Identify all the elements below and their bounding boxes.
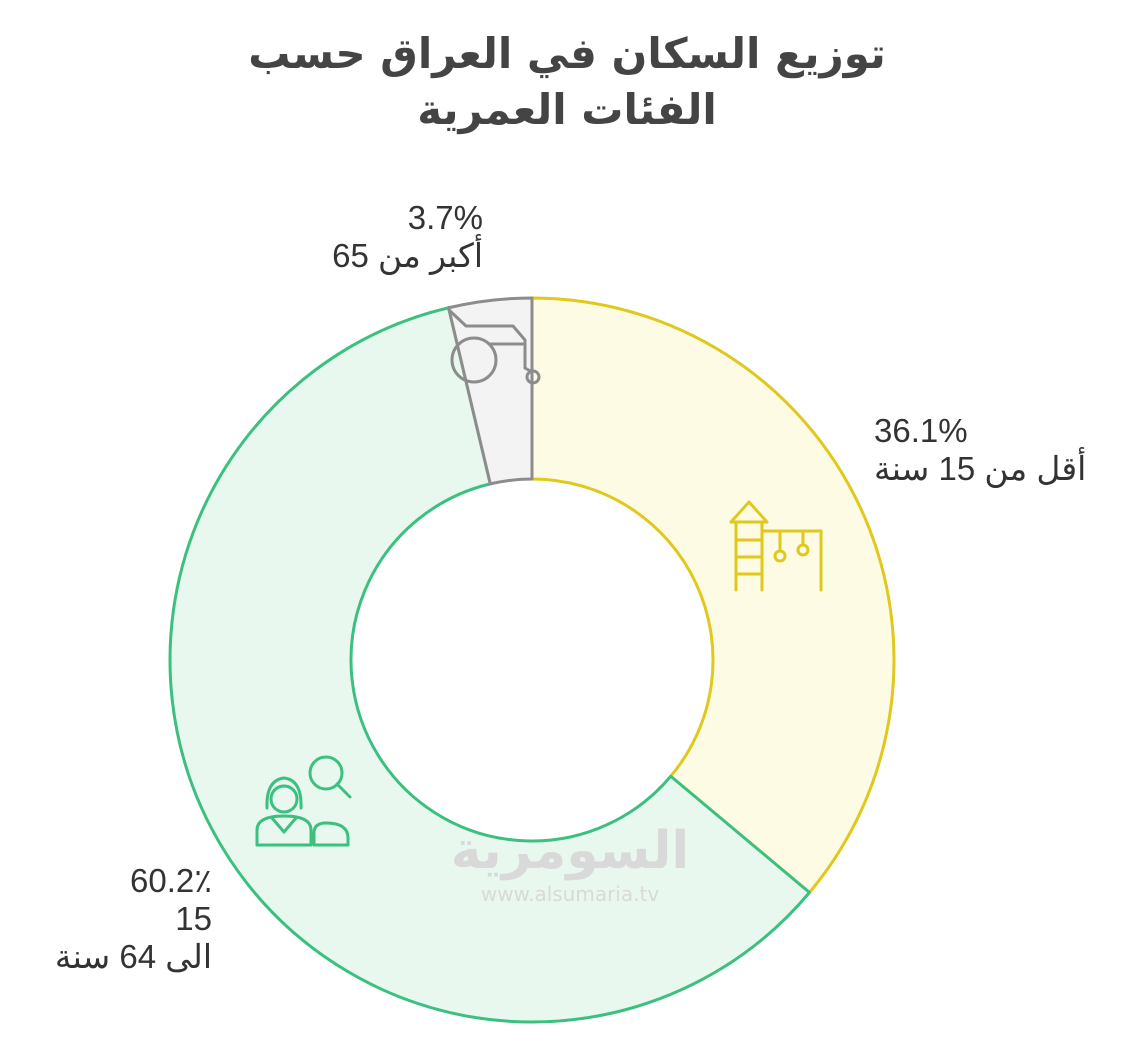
- pct-65-plus: 3.7%: [407, 199, 483, 236]
- watermark-url: www.alsumaria.tv: [480, 882, 660, 906]
- watermark-logo: السومرية: [450, 821, 690, 881]
- category-15-64-line1: 15: [175, 900, 212, 937]
- label-65-plus: 3.7% أكبر من 65: [332, 199, 483, 275]
- people-icon: [255, 755, 352, 847]
- title-line-1: توزيع السكان في العراق حسب: [248, 29, 886, 78]
- chart-title: توزيع السكان في العراق حسب الفئات العمري…: [0, 26, 1134, 138]
- playground-icon: [729, 500, 823, 592]
- label-under-15: 36.1% أقل من 15 سنة: [874, 412, 1086, 488]
- category-under-15: أقل من 15 سنة: [874, 450, 1087, 487]
- donut-slices: [168, 296, 896, 1024]
- category-65-plus: أكبر من 65: [332, 237, 483, 274]
- pct-under-15: 36.1%: [874, 412, 968, 449]
- slice-under-15: [530, 296, 896, 894]
- watermark: السومرية www.alsumaria.tv: [440, 820, 700, 906]
- label-15-64: 60.2٪ 15 الى 64 سنة: [55, 862, 212, 976]
- category-15-64-line2: الى 64 سنة: [54, 938, 212, 975]
- wheelchair-icon: [447, 308, 541, 385]
- slice-15-64: [168, 306, 811, 1024]
- title-line-2: الفئات العمرية: [417, 85, 717, 134]
- pct-15-64: 60.2٪: [130, 862, 212, 899]
